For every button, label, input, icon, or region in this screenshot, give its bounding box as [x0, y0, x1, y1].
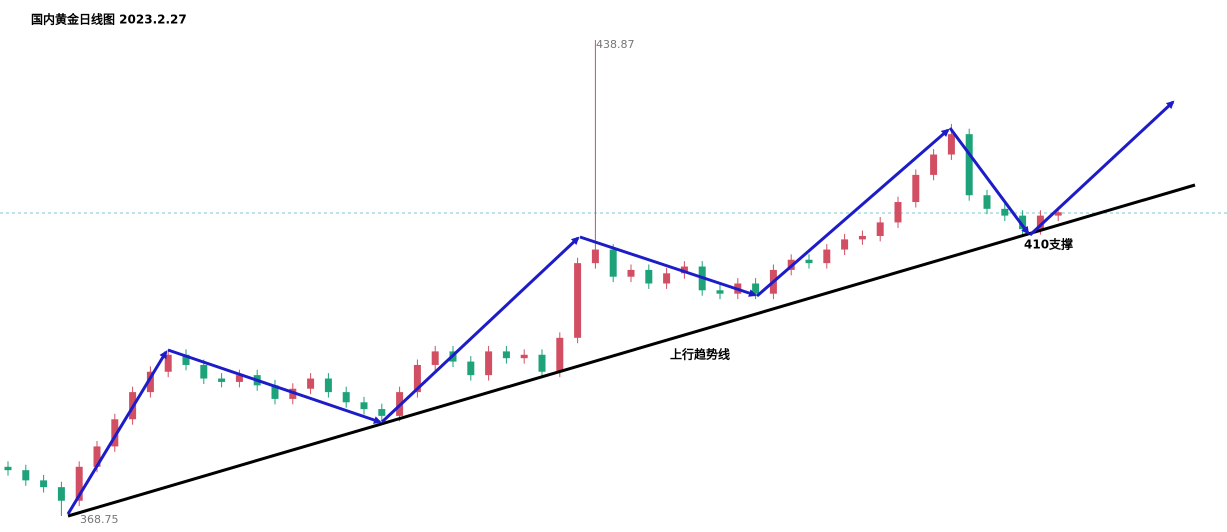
candle-body: [200, 364, 208, 379]
candle-body: [823, 249, 831, 264]
candle-body: [431, 351, 439, 365]
candle-body: [627, 269, 635, 277]
trend-line: [67, 183, 1196, 518]
candle-body: [4, 466, 12, 471]
high-label: 438.87: [596, 38, 635, 51]
candle-body: [235, 375, 243, 382]
candle-body: [57, 487, 65, 501]
trend-label: 上行趋势线: [670, 347, 730, 362]
candle-body: [1054, 212, 1062, 216]
candles: [4, 40, 1062, 516]
candle-body: [716, 290, 724, 294]
candle-body: [947, 134, 955, 155]
candle-body: [413, 364, 421, 393]
candle-body: [502, 351, 510, 359]
arrow: [756, 128, 950, 298]
candle-body: [965, 134, 973, 196]
arrow: [167, 348, 382, 424]
candle-body: [93, 446, 101, 467]
candle-body: [218, 378, 226, 382]
candle-body: [1019, 215, 1027, 230]
candle-body: [111, 419, 119, 447]
arrow: [579, 235, 757, 297]
candle-body: [752, 283, 760, 294]
candle-body: [841, 239, 849, 250]
candle-body: [146, 371, 154, 393]
candle-body: [324, 378, 332, 393]
candle-body: [930, 154, 938, 175]
candle-body: [22, 470, 30, 481]
candle-body: [75, 466, 83, 501]
candle-body: [520, 354, 528, 359]
candle-body: [164, 354, 172, 372]
candle-body: [876, 222, 884, 236]
candle-body: [360, 402, 368, 410]
candle-body: [894, 202, 902, 223]
candle-body: [40, 480, 48, 488]
candle-body: [574, 263, 582, 338]
arrow: [948, 127, 1030, 235]
wave-arrows: [66, 100, 1175, 515]
arrow: [1028, 100, 1175, 237]
support-label: 410支撑: [1024, 237, 1073, 252]
low-label: 368.75: [80, 513, 119, 526]
arrow: [380, 236, 580, 424]
candle-body: [680, 266, 688, 274]
arrow: [66, 350, 168, 515]
candle-body: [307, 378, 315, 389]
candle-body: [591, 249, 599, 264]
candle-body: [556, 337, 564, 372]
candle-body: [609, 249, 617, 277]
candle-body: [805, 259, 813, 264]
candle-body: [342, 392, 350, 403]
candle-body: [858, 235, 866, 240]
candle-body: [663, 273, 671, 284]
candle-body: [378, 409, 386, 416]
chart-title: 国内黄金日线图 2023.2.27: [31, 12, 187, 27]
candle-body: [983, 195, 991, 209]
candle-body: [538, 354, 546, 372]
candle-body: [182, 354, 190, 365]
candle-body: [1036, 215, 1044, 230]
candle-body: [1001, 208, 1009, 216]
candle-body: [271, 385, 279, 399]
candle-body: [645, 269, 653, 284]
candle-body: [485, 351, 493, 376]
candle-body: [467, 361, 475, 376]
candle-body: [912, 174, 920, 203]
